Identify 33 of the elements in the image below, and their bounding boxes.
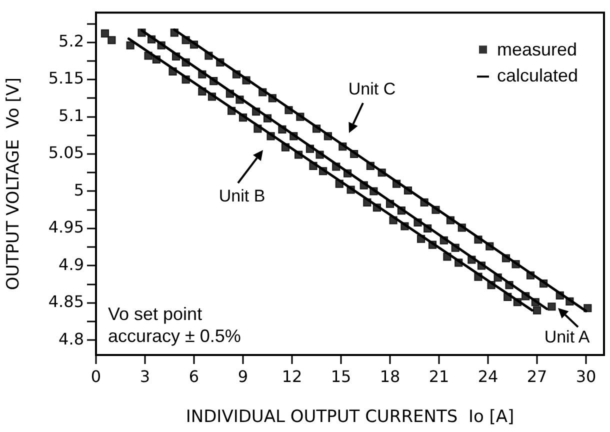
x-tick-label: 6 [188, 366, 200, 386]
point [126, 41, 134, 50]
point [532, 306, 542, 314]
y-tick-label: 5 [74, 180, 84, 200]
x-tick-label: 24 [478, 366, 498, 386]
y-axis-title: OUTPUT VOLTAGE Vo [V] [4, 77, 24, 290]
annotation: Vo set point accuracy ± 0.5% [108, 303, 242, 347]
x-tick-label: 3 [140, 366, 150, 386]
legend-label: measured [497, 40, 578, 60]
point [100, 29, 110, 38]
y-tick-label: 4.8 [58, 329, 84, 348]
x-tick-label: 21 [428, 366, 450, 386]
point [108, 36, 116, 44]
x-tick-label: 0 [90, 366, 102, 386]
y-tick-label: 4.85 [48, 292, 84, 312]
x-tick-label: 30 [576, 366, 596, 386]
x-tick-label: 15 [330, 366, 352, 386]
x-tick-label: 18 [380, 366, 400, 386]
y-tick-label: 5.05 [48, 143, 84, 162]
y-tick-label: 4.9 [58, 254, 84, 274]
legend-label: calculated [497, 66, 578, 86]
y-tick-label: 5.1 [58, 106, 84, 125]
x-tick-label: 12 [282, 366, 302, 386]
annotation: Unit C [348, 80, 396, 99]
point [548, 302, 556, 311]
x-tick-label: 27 [526, 366, 548, 386]
y-tick-label: 4.95 [48, 218, 84, 237]
x-axis-title: INDIVIDUAL OUTPUT CURRENTS Io [A] [186, 407, 514, 428]
y-tick-label: 5.15 [48, 68, 84, 88]
x-tick-label: 9 [238, 366, 248, 386]
annotation: Unit A [544, 328, 590, 347]
annotation: Unit B [218, 186, 266, 206]
y-tick-label: 5.2 [58, 32, 84, 51]
